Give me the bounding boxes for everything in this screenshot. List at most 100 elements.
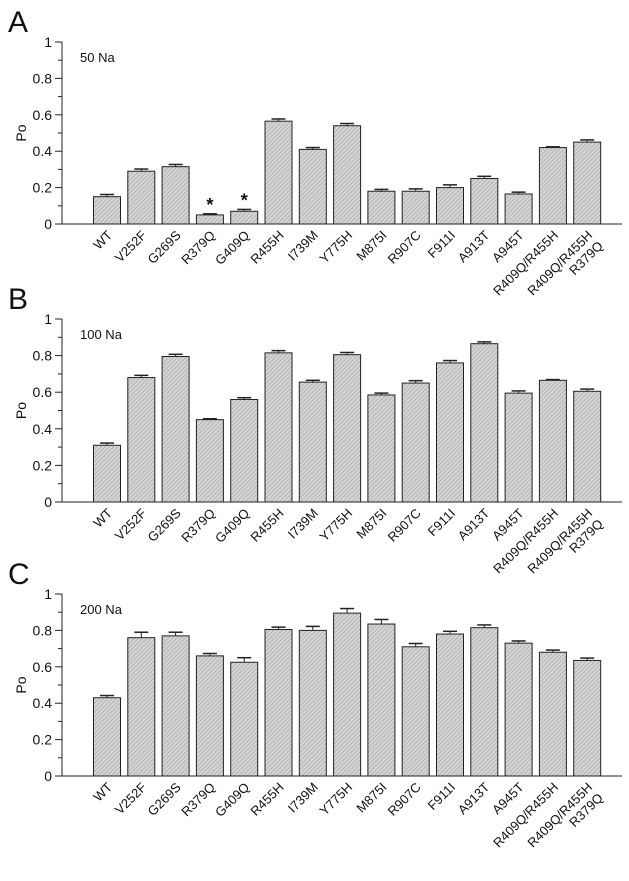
x-tick-label: F911I [425,228,458,261]
x-tick-label: F911I [425,780,458,813]
x-tick-label: WT [90,779,115,804]
bar [538,651,567,777]
x-tick-label-line: G269S [144,505,183,544]
x-tick-label-line: V252F [112,779,150,817]
x-tick-label: R455H [247,780,286,819]
x-tick-label: R455H [247,506,286,545]
y-tick-label: 1 [44,586,52,602]
x-tick-label: G269S [144,505,183,544]
x-tick-label: I739M [285,780,321,816]
x-tick-label: R455H [247,228,286,267]
bar [127,170,156,225]
bar [401,382,430,503]
y-tick-label: 0.2 [33,732,53,748]
x-tick-label-line: G269S [144,227,183,266]
y-tick-label: 1 [44,34,52,50]
bar [264,120,293,225]
x-tick-label: M875I [353,228,389,264]
bar [401,190,430,225]
x-tick-label-line: G409Q [212,228,252,268]
x-tick-label: R907C [385,506,424,545]
x-tick-label: F911I [425,506,458,539]
x-tick-label-line: R455H [247,228,286,267]
significance-marker: * [206,195,213,215]
bar [401,646,430,777]
y-tick-label: 0.4 [33,695,53,711]
x-tick-label: R409Q/R455HR379Q [524,228,606,310]
x-tick-label: V252F [112,227,150,265]
x-tick-label: M875I [353,780,389,816]
x-tick-label-line: V252F [112,227,150,265]
condition-label: 200 Na [80,602,123,617]
bar [195,214,224,225]
bar [504,392,533,503]
condition-label: 100 Na [80,327,123,342]
bar [93,444,121,503]
x-tick-label-line: R379Q [178,780,218,820]
panel-b: B 0 0.2 0.4 0.6 0.8 1 Po 100 Na WTV252FG269SR379Q… [8,283,622,576]
panel-label: C [8,558,30,591]
x-tick-label-line: R379Q [178,228,218,268]
bar [538,147,567,225]
bar [264,628,293,777]
x-tick-label-line: R907C [385,228,424,267]
x-tick-label: R379Q [178,780,218,820]
bar [93,196,121,225]
x-tick-label: G409Q [212,780,252,820]
x-tick-label: R409Q/R455HR379Q [524,780,606,862]
y-tick-label: 0.6 [33,107,53,123]
x-tick-label-line: F911I [425,506,458,539]
x-tick-label-line: G409Q [212,506,252,546]
bar [367,623,396,777]
x-tick-label-line: M875I [353,228,389,264]
x-tick-label-line: A913T [455,505,493,543]
x-tick-label-line: A913T [455,779,493,817]
bar [93,697,121,777]
y-tick-label: 0.8 [33,348,53,364]
bar [436,362,464,503]
x-tick-label-line: I739M [285,228,321,264]
x-tick-label-line: R455H [247,506,286,545]
y-tick-label: 0 [44,216,52,232]
x-tick-label: I739M [285,228,321,264]
bar [161,635,190,777]
bar [195,655,224,777]
bar [230,399,259,503]
bar [470,343,499,503]
x-tick-label-line: F911I [425,228,458,261]
bar [436,187,464,225]
x-tick-label-line: V252F [112,505,150,543]
x-tick-label: V252F [112,505,150,543]
y-axis-label: Po [13,402,29,419]
x-tick-label: Y775H [317,228,356,267]
y-tick-label: 0.8 [33,622,53,638]
y-axis-label: Po [13,676,29,693]
bar [298,148,327,225]
y-tick-label: 1 [44,311,52,327]
panel-label: A [8,6,28,39]
bar [504,193,533,225]
x-tick-label-line: WT [90,505,115,530]
bar [333,612,362,777]
y-axis-label: Po [13,124,29,141]
x-tick-label-line: Y775H [317,506,356,545]
x-tick-label-line: M875I [353,506,389,542]
bar [573,141,602,225]
y-tick-label: 0.8 [33,70,53,86]
x-tick-label: A913T [455,227,493,265]
bar [367,190,396,225]
bar [333,354,362,503]
x-tick-label-line: G269S [144,779,183,818]
bar [298,629,327,777]
y-tick-label: 0.2 [33,457,53,473]
x-tick-label: Y775H [317,506,356,545]
x-tick-label-line: R455H [247,780,286,819]
y-tick-label: 0 [44,768,52,784]
y-tick-label: 0.4 [33,421,53,437]
x-tick-label: A913T [455,779,493,817]
panel-c: C 0 0.2 0.4 0.6 0.8 1 Po 200 Na WTV252FG269SR379Q… [8,558,622,862]
x-tick-label: V252F [112,779,150,817]
bar [161,356,190,503]
x-tick-label-line: F911I [425,780,458,813]
x-tick-label: G409Q [212,228,252,268]
